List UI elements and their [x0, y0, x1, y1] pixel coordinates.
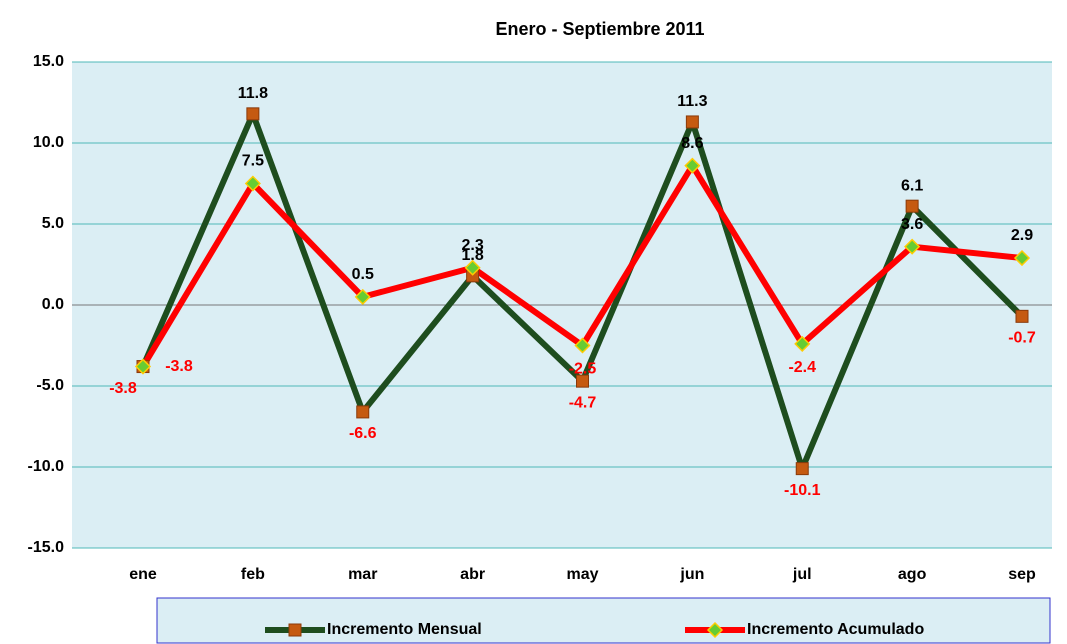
data-label: 0.5 — [352, 266, 374, 283]
data-label: 1.8 — [462, 247, 484, 264]
y-tick-label: 0.0 — [42, 296, 64, 313]
data-label: 2.9 — [1011, 227, 1033, 244]
data-label: 3.6 — [901, 216, 923, 233]
marker — [685, 115, 699, 129]
data-label: -4.7 — [569, 394, 597, 411]
data-label: -2.5 — [569, 361, 597, 378]
data-label: -0.7 — [1008, 330, 1036, 347]
data-label: 2.3 — [462, 237, 484, 254]
data-label: 11.3 — [677, 93, 707, 110]
marker — [574, 337, 591, 354]
marker — [354, 288, 371, 305]
marker — [904, 238, 921, 255]
data-label: -3.8 — [165, 358, 193, 375]
marker — [244, 175, 261, 192]
y-tick-label: -15.0 — [28, 539, 65, 556]
y-tick-label: 15.0 — [33, 53, 64, 70]
marker — [246, 107, 260, 121]
marker — [706, 621, 724, 639]
data-label: -6.6 — [349, 425, 377, 442]
legend-box — [156, 597, 1051, 644]
chart-title: Enero - Septiembre 2011 — [495, 19, 704, 39]
marker — [1015, 309, 1029, 323]
x-tick-label: sep — [1008, 566, 1036, 583]
x-tick-label: mar — [348, 566, 377, 583]
data-label: 11.8 — [238, 85, 268, 102]
legend-label: Incremento Mensual — [327, 621, 482, 638]
x-tick-label: ene — [129, 566, 157, 583]
data-label: -10.1 — [784, 482, 821, 499]
marker — [1013, 249, 1031, 267]
legend-label: Incremento Acumulado — [747, 621, 924, 638]
y-tick-label: -5.0 — [36, 377, 64, 394]
x-tick-label: jul — [792, 566, 812, 583]
marker — [464, 259, 481, 276]
marker — [905, 199, 919, 213]
y-tick-label: -10.0 — [28, 458, 65, 475]
y-tick-label: 5.0 — [42, 215, 64, 232]
x-tick-label: ago — [898, 566, 927, 583]
x-tick-label: feb — [241, 566, 265, 583]
data-label: -3.8 — [109, 380, 137, 397]
x-tick-label: abr — [460, 566, 485, 583]
data-label: 6.1 — [901, 177, 923, 194]
marker — [288, 623, 302, 637]
marker — [684, 157, 701, 174]
marker — [356, 405, 370, 419]
marker — [134, 358, 152, 375]
y-tick-label: 10.0 — [33, 134, 64, 151]
x-tick-label: may — [566, 566, 598, 583]
data-label: 8.6 — [681, 135, 703, 152]
marker — [794, 335, 811, 352]
data-label: 7.5 — [242, 153, 264, 170]
marker — [576, 374, 589, 388]
marker — [795, 462, 809, 476]
x-tick-label: jun — [679, 566, 704, 583]
data-label: -2.4 — [788, 359, 816, 376]
